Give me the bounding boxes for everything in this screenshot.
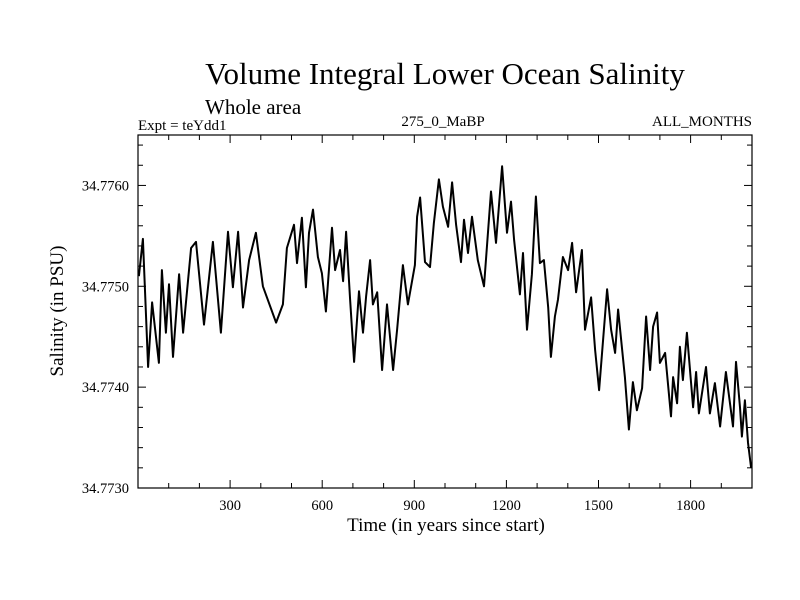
y-tick-labels: 34.7730 34.7740 34.7750 34.7760 <box>82 178 129 497</box>
x-tick-label: 600 <box>311 498 333 514</box>
salinity-series-line <box>137 165 753 468</box>
period-label: 275_0_MaBP <box>401 114 484 130</box>
y-tick-label: 34.7750 <box>82 279 129 295</box>
y-tick-label: 34.7730 <box>82 481 129 497</box>
x-tick-label: 1200 <box>492 498 521 514</box>
y-axis-label: Salinity (in PSU) <box>47 246 68 377</box>
months-label: ALL_MONTHS <box>652 114 752 130</box>
x-tick-labels: 300 600 900 1200 1500 1800 <box>219 498 705 514</box>
minor-ticks <box>138 135 752 488</box>
x-axis-label: Time (in years since start) <box>347 515 545 536</box>
chart-subtitle: Whole area <box>205 95 302 119</box>
x-tick-label: 1800 <box>676 498 705 514</box>
y-tick-label: 34.7760 <box>82 178 129 194</box>
major-ticks <box>138 135 752 488</box>
x-tick-label: 1500 <box>584 498 613 514</box>
experiment-label: Expt = teYdd1 <box>138 118 226 134</box>
x-tick-label: 900 <box>403 498 425 514</box>
x-tick-label: 300 <box>219 498 241 514</box>
plot-frame <box>137 134 753 489</box>
chart-title: Volume Integral Lower Ocean Salinity <box>205 56 685 91</box>
y-tick-label: 34.7740 <box>82 380 129 396</box>
